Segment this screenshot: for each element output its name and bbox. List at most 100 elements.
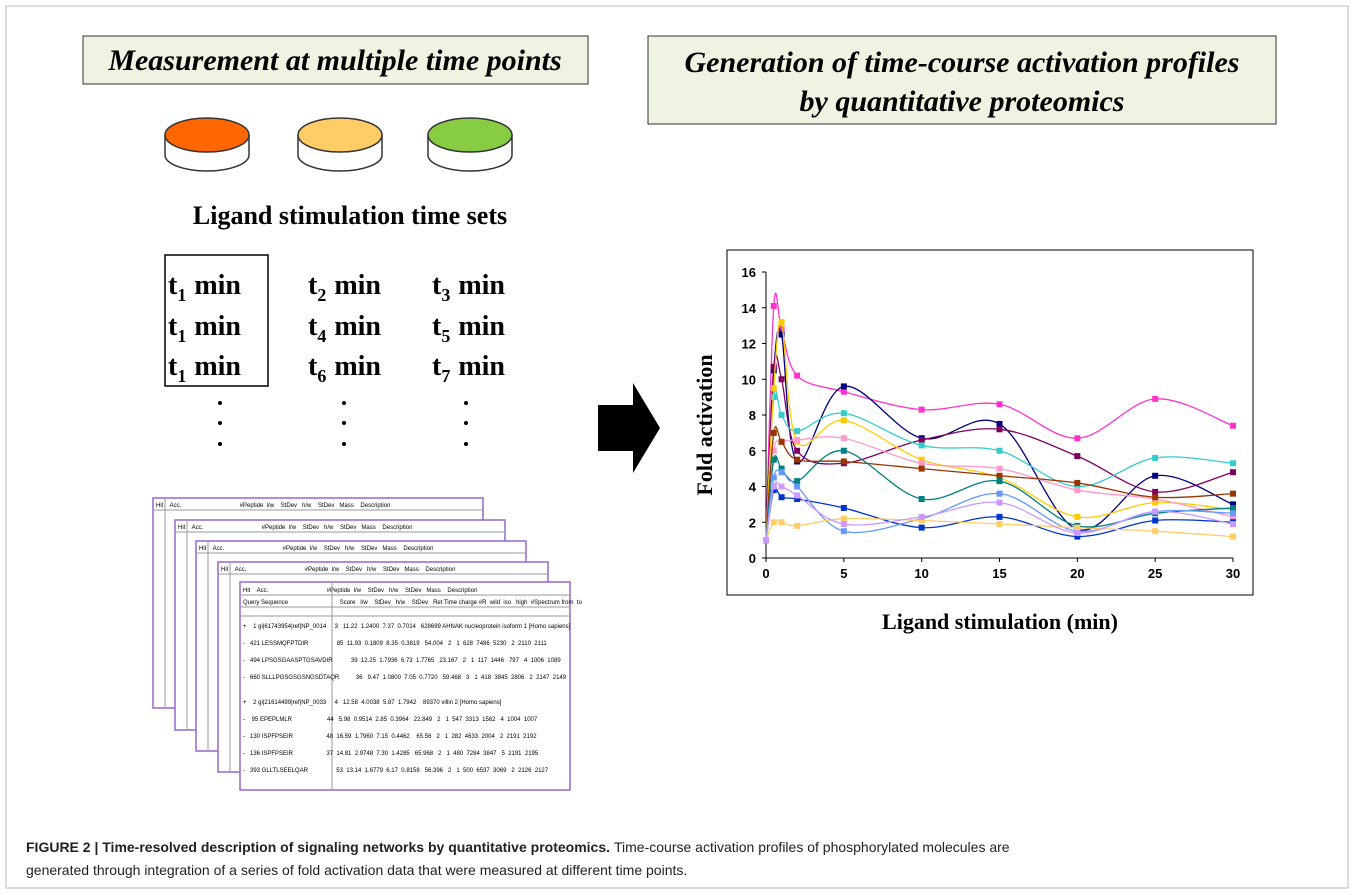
time-label: t6min — [308, 351, 381, 386]
point — [1074, 525, 1080, 531]
chart-frame — [727, 250, 1253, 595]
point — [997, 426, 1003, 432]
point — [1074, 453, 1080, 459]
point — [794, 428, 800, 434]
point — [779, 469, 785, 475]
time-unit: min — [334, 270, 381, 301]
point — [841, 410, 847, 416]
point — [1074, 487, 1080, 493]
point — [997, 448, 1003, 454]
time-sub: 6 — [317, 366, 326, 386]
caption-text: Time-course activation profiles of phosp… — [614, 839, 1010, 855]
time-unit: min — [334, 351, 381, 382]
arrow — [598, 383, 660, 473]
point — [919, 437, 925, 443]
spreadsheets: Hit Acc. #Peptide l/w StDev h/w StDev Ma… — [153, 498, 582, 790]
point — [1152, 473, 1158, 479]
point — [771, 519, 777, 525]
point — [997, 421, 1003, 427]
y-tick-label: 0 — [749, 551, 756, 566]
point — [841, 435, 847, 441]
point — [919, 442, 925, 448]
point — [841, 383, 847, 389]
point — [763, 537, 769, 543]
point — [919, 514, 925, 520]
time-label: t3min — [432, 270, 505, 305]
point — [841, 528, 847, 534]
point — [997, 466, 1003, 472]
time-unit: min — [194, 270, 241, 301]
point — [1230, 491, 1236, 497]
time-sub: 2 — [317, 285, 326, 305]
time-label: t1min — [168, 351, 241, 386]
sheet-row: - 130 ISPFPSEIR 48 16.59 1.7960 7.15 0.4… — [243, 734, 537, 740]
time-unit: min — [458, 351, 505, 382]
ellipsis-dots — [218, 401, 468, 446]
point — [1230, 505, 1236, 511]
point — [771, 475, 777, 481]
x-tick-label: 10 — [914, 566, 928, 581]
point — [1074, 514, 1080, 520]
point — [919, 407, 925, 413]
point — [1152, 396, 1158, 402]
point — [794, 448, 800, 454]
point — [779, 439, 785, 445]
left-subtitle: Ligand stimulation time sets — [193, 201, 507, 230]
sheet-row: - 136 ISPFPSEIR 37 14.81 2.9748 7.30 1.4… — [243, 751, 539, 757]
sheet-header: Hit Acc. #Peptide l/w StDev h/w StDev Ma… — [243, 588, 477, 594]
point — [1074, 530, 1080, 536]
sheet — [240, 582, 570, 790]
sheet-row: - 393 GLLTLSEELQAR 53 13.14 1.6779 6.17 … — [243, 768, 549, 774]
time-label: t1min — [168, 311, 241, 346]
sheet-header: Hit Acc. #Peptide l/w StDev h/w StDev Ma… — [178, 525, 412, 531]
sheet-row: - 494 LPSGSGAASPTGSAVDIR 39 12.25 1.7936… — [243, 658, 561, 664]
point — [1074, 435, 1080, 441]
point — [841, 516, 847, 522]
point — [997, 401, 1003, 407]
sheet-row: - 421 LESSMQFPTDIR 85 11.93 0.1809 8.35 … — [243, 641, 547, 647]
point — [997, 500, 1003, 506]
point — [1230, 460, 1236, 466]
x-tick-label: 0 — [762, 566, 769, 581]
point — [794, 373, 800, 379]
point — [794, 437, 800, 443]
point — [841, 448, 847, 454]
point — [997, 478, 1003, 484]
time-sub: 1 — [177, 285, 186, 305]
point — [1230, 423, 1236, 429]
point — [794, 523, 800, 529]
figure: Measurement at multiple time points Liga… — [0, 0, 1354, 895]
left-title: Measurement at multiple time points — [107, 44, 561, 77]
point — [779, 484, 785, 490]
time-sub: 4 — [317, 326, 326, 346]
point — [779, 494, 785, 500]
point — [1230, 521, 1236, 527]
sheet-row: + 1 gi|61743954|ref|NP_0014 3 11.22 1.24… — [243, 624, 571, 630]
y-tick-label: 14 — [742, 301, 757, 316]
y-tick-label: 4 — [749, 480, 757, 495]
point — [779, 519, 785, 525]
sheet-row: - 660 SLLLPGSGSGSNGSDTAQR 36 9.47 1.0800… — [243, 675, 567, 681]
point — [1152, 528, 1158, 534]
point — [794, 492, 800, 498]
caption-text: generated through integration of a serie… — [26, 862, 687, 878]
x-axis-label: Ligand stimulation (min) — [882, 609, 1118, 634]
right-title: by quantitative proteomics — [800, 85, 1125, 118]
time-sub: 3 — [441, 285, 450, 305]
y-tick-label: 8 — [749, 408, 756, 423]
time-sub: 5 — [441, 326, 450, 346]
point — [1152, 494, 1158, 500]
point — [1152, 455, 1158, 461]
sheet-row: - 95 EPEPLMLR 44 5.98 0.9514 2.85 0.3964… — [243, 717, 538, 723]
point — [794, 457, 800, 463]
time-unit: min — [458, 311, 505, 342]
time-sub: 1 — [177, 366, 186, 386]
time-sub: 7 — [441, 366, 450, 386]
point — [841, 417, 847, 423]
point — [779, 319, 785, 325]
point — [1152, 489, 1158, 495]
y-tick-label: 2 — [749, 515, 756, 530]
